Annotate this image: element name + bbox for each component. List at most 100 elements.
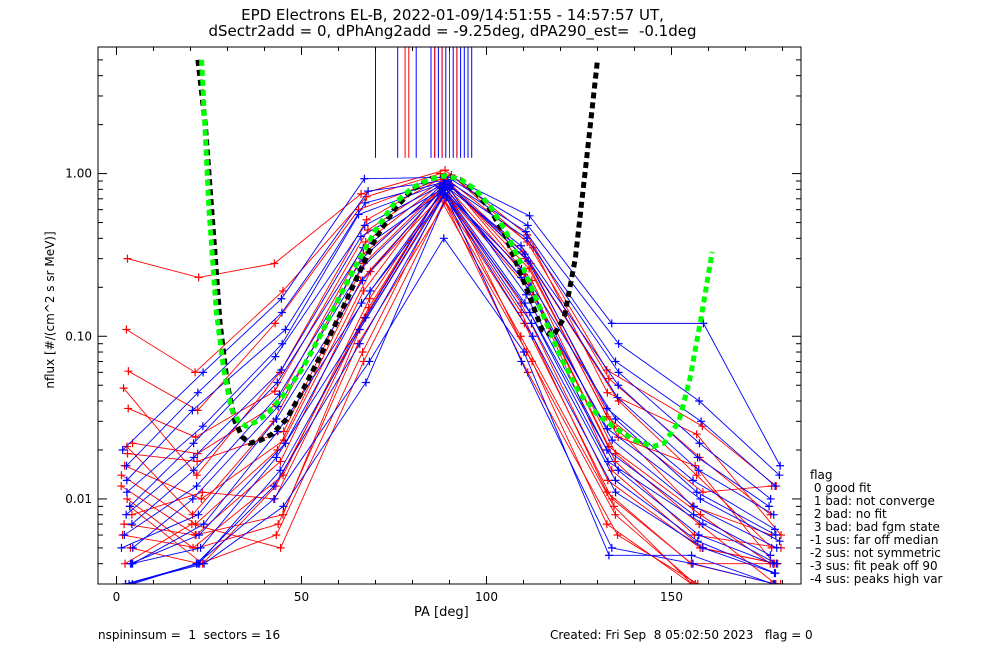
- blue-series-point: [771, 531, 780, 540]
- blue-series-point: [698, 543, 707, 552]
- legend-item: 3 bad: bad fgm state: [810, 520, 940, 534]
- blue-series-point: [775, 471, 784, 480]
- red-series-point: [691, 461, 700, 470]
- blue-series-point: [361, 198, 370, 207]
- legend-item: -3 sus: fit peak off 90: [810, 559, 938, 573]
- red-series-point: [604, 374, 613, 383]
- legend-title: flag: [810, 468, 833, 482]
- blue-series-point: [128, 543, 137, 552]
- y-tick-label: 0.10: [65, 329, 92, 343]
- blue-series-line: [126, 179, 780, 476]
- blue-series-point: [356, 232, 365, 241]
- red-series-point: [770, 580, 779, 584]
- blue-series-point: [193, 388, 202, 397]
- red-series-point: [698, 422, 707, 431]
- blue-series-point: [688, 559, 697, 568]
- red-series-point: [603, 388, 612, 397]
- blue-series-point: [770, 580, 779, 584]
- legend-item: 1 bad: not converge: [810, 494, 935, 508]
- red-series-point: [362, 215, 371, 224]
- x-tick-label: 150: [660, 590, 683, 604]
- blue-series-point: [696, 494, 705, 503]
- blue-series-point: [198, 422, 207, 431]
- red-series-point: [122, 325, 131, 334]
- blue-series-point: [697, 417, 706, 426]
- blue-series-point: [689, 502, 698, 511]
- green-fit-curve: [199, 59, 715, 450]
- blue-series-point: [689, 510, 698, 519]
- blue-series-point: [195, 531, 204, 540]
- blue-series-point: [354, 210, 363, 219]
- blue-series-line: [125, 192, 776, 584]
- red-series-point: [122, 442, 131, 451]
- blue-series-point: [277, 294, 286, 303]
- red-series-point: [123, 254, 132, 263]
- y-axis-label: nflux [#/(cm^2 s sr MeV)]: [43, 231, 57, 389]
- blue-series-point: [189, 453, 198, 462]
- blue-series-point: [189, 439, 198, 448]
- blue-series-point: [611, 415, 620, 424]
- blue-series-point: [694, 531, 703, 540]
- legend-item: -4 sus: peaks high var: [810, 572, 943, 586]
- blue-series-point: [128, 580, 137, 584]
- blue-series-point: [125, 502, 134, 511]
- blue-series-point: [517, 241, 526, 250]
- red-series-point: [276, 457, 285, 466]
- blue-series-point: [769, 510, 778, 519]
- blue-series-point: [365, 357, 374, 366]
- red-series-line: [131, 192, 774, 565]
- blue-series-point: [277, 366, 286, 375]
- blue-series-point: [776, 461, 785, 470]
- blue-series-point: [364, 187, 373, 196]
- red-series-point: [274, 520, 283, 529]
- red-series-point: [117, 471, 126, 480]
- red-series-point: [692, 430, 701, 439]
- red-series-point: [696, 510, 705, 519]
- blue-series-point: [196, 543, 205, 552]
- blue-series-point: [520, 250, 529, 259]
- blue-series-point: [269, 494, 278, 503]
- y-tick-label: 1.00: [65, 167, 92, 181]
- red-series-point: [767, 580, 776, 584]
- footer-created-info: Created: Fri Sep 8 05:02:50 2023 flag = …: [550, 628, 813, 642]
- blue-series-point: [768, 559, 777, 568]
- blue-series-point: [358, 276, 367, 285]
- blue-series-point: [188, 406, 197, 415]
- y-tick-label: 0.01: [65, 492, 92, 506]
- blue-series-point: [608, 436, 617, 445]
- blue-series-point: [522, 234, 531, 243]
- legend-item: -1 sus: far off median: [810, 533, 939, 547]
- red-series-point: [611, 457, 620, 466]
- blue-series-point: [524, 257, 533, 266]
- red-series-point: [273, 445, 282, 454]
- flag-legend: flag 0 good fit 1 bad: not converge 2 ba…: [810, 469, 942, 586]
- blue-series-point: [770, 569, 779, 578]
- blue-series-point: [360, 221, 369, 230]
- blue-series-point: [122, 510, 131, 519]
- footer-spin-info: nspininsum = 1 sectors = 16: [98, 628, 281, 642]
- blue-series-point: [122, 488, 131, 497]
- red-series-point: [776, 580, 785, 584]
- red-series-line: [122, 195, 781, 584]
- blue-series-point: [279, 502, 288, 511]
- red-series-point: [124, 404, 133, 413]
- blue-series-point: [355, 339, 364, 348]
- blue-series-point: [443, 177, 452, 186]
- blue-series-point: [199, 520, 208, 529]
- blue-series-point: [766, 551, 775, 560]
- blue-series-point: [200, 559, 209, 568]
- red-series-point: [611, 510, 620, 519]
- x-tick-label: 50: [294, 590, 309, 604]
- red-series-point: [123, 449, 132, 458]
- blue-series-point: [611, 488, 620, 497]
- blue-series-point: [519, 348, 528, 357]
- blue-series-point: [611, 476, 620, 485]
- blue-series-point: [607, 319, 616, 328]
- blue-series-point: [614, 381, 623, 390]
- x-tick-label: 0: [113, 590, 121, 604]
- red-series-point: [691, 580, 700, 584]
- blue-series-point: [521, 227, 530, 236]
- blue-series-point: [439, 234, 448, 243]
- blue-series-point: [188, 494, 197, 503]
